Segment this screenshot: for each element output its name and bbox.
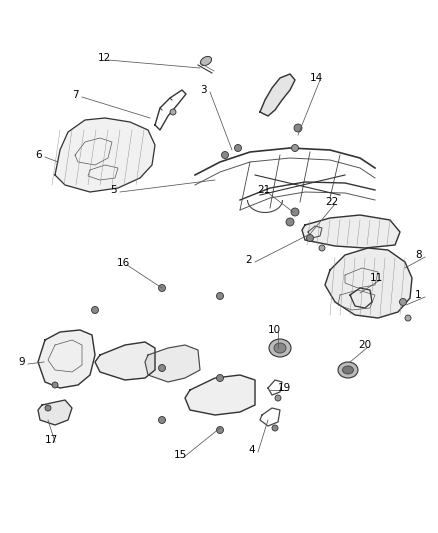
- Circle shape: [272, 425, 278, 431]
- Circle shape: [234, 144, 241, 151]
- Text: 20: 20: [358, 340, 371, 350]
- Circle shape: [405, 315, 411, 321]
- Text: 14: 14: [310, 73, 323, 83]
- Text: 19: 19: [278, 383, 291, 393]
- Text: 7: 7: [72, 90, 79, 100]
- Circle shape: [399, 298, 406, 305]
- Circle shape: [216, 375, 223, 382]
- Circle shape: [159, 416, 166, 424]
- Circle shape: [307, 235, 314, 241]
- Circle shape: [92, 306, 99, 313]
- Polygon shape: [302, 215, 400, 248]
- Polygon shape: [95, 342, 155, 380]
- Text: 5: 5: [110, 185, 117, 195]
- Text: 11: 11: [370, 273, 383, 283]
- Text: 8: 8: [415, 250, 422, 260]
- Circle shape: [170, 109, 176, 115]
- Circle shape: [216, 293, 223, 300]
- Ellipse shape: [338, 362, 358, 378]
- Polygon shape: [145, 345, 200, 382]
- Ellipse shape: [274, 343, 286, 353]
- Circle shape: [45, 405, 51, 411]
- Text: 10: 10: [268, 325, 281, 335]
- Ellipse shape: [343, 366, 353, 374]
- Circle shape: [52, 382, 58, 388]
- Text: 4: 4: [248, 445, 254, 455]
- Ellipse shape: [201, 56, 212, 66]
- Circle shape: [319, 245, 325, 251]
- Polygon shape: [38, 400, 72, 425]
- Circle shape: [286, 218, 294, 226]
- Polygon shape: [325, 248, 412, 318]
- Text: 21: 21: [257, 185, 270, 195]
- Circle shape: [159, 365, 166, 372]
- Circle shape: [216, 426, 223, 433]
- Polygon shape: [260, 74, 295, 116]
- Text: 9: 9: [18, 357, 25, 367]
- Ellipse shape: [269, 339, 291, 357]
- Text: 15: 15: [174, 450, 187, 460]
- Circle shape: [159, 285, 166, 292]
- Text: 3: 3: [200, 85, 207, 95]
- Text: 6: 6: [35, 150, 42, 160]
- Polygon shape: [38, 330, 95, 388]
- Polygon shape: [55, 118, 155, 192]
- Circle shape: [291, 208, 299, 216]
- Text: 1: 1: [415, 290, 422, 300]
- Circle shape: [275, 395, 281, 401]
- Circle shape: [222, 151, 229, 158]
- Text: 22: 22: [325, 197, 338, 207]
- Circle shape: [294, 124, 302, 132]
- Text: 16: 16: [117, 258, 130, 268]
- Text: 17: 17: [45, 435, 58, 445]
- Text: 2: 2: [245, 255, 251, 265]
- Circle shape: [292, 144, 299, 151]
- Polygon shape: [185, 375, 255, 415]
- Text: 12: 12: [98, 53, 111, 63]
